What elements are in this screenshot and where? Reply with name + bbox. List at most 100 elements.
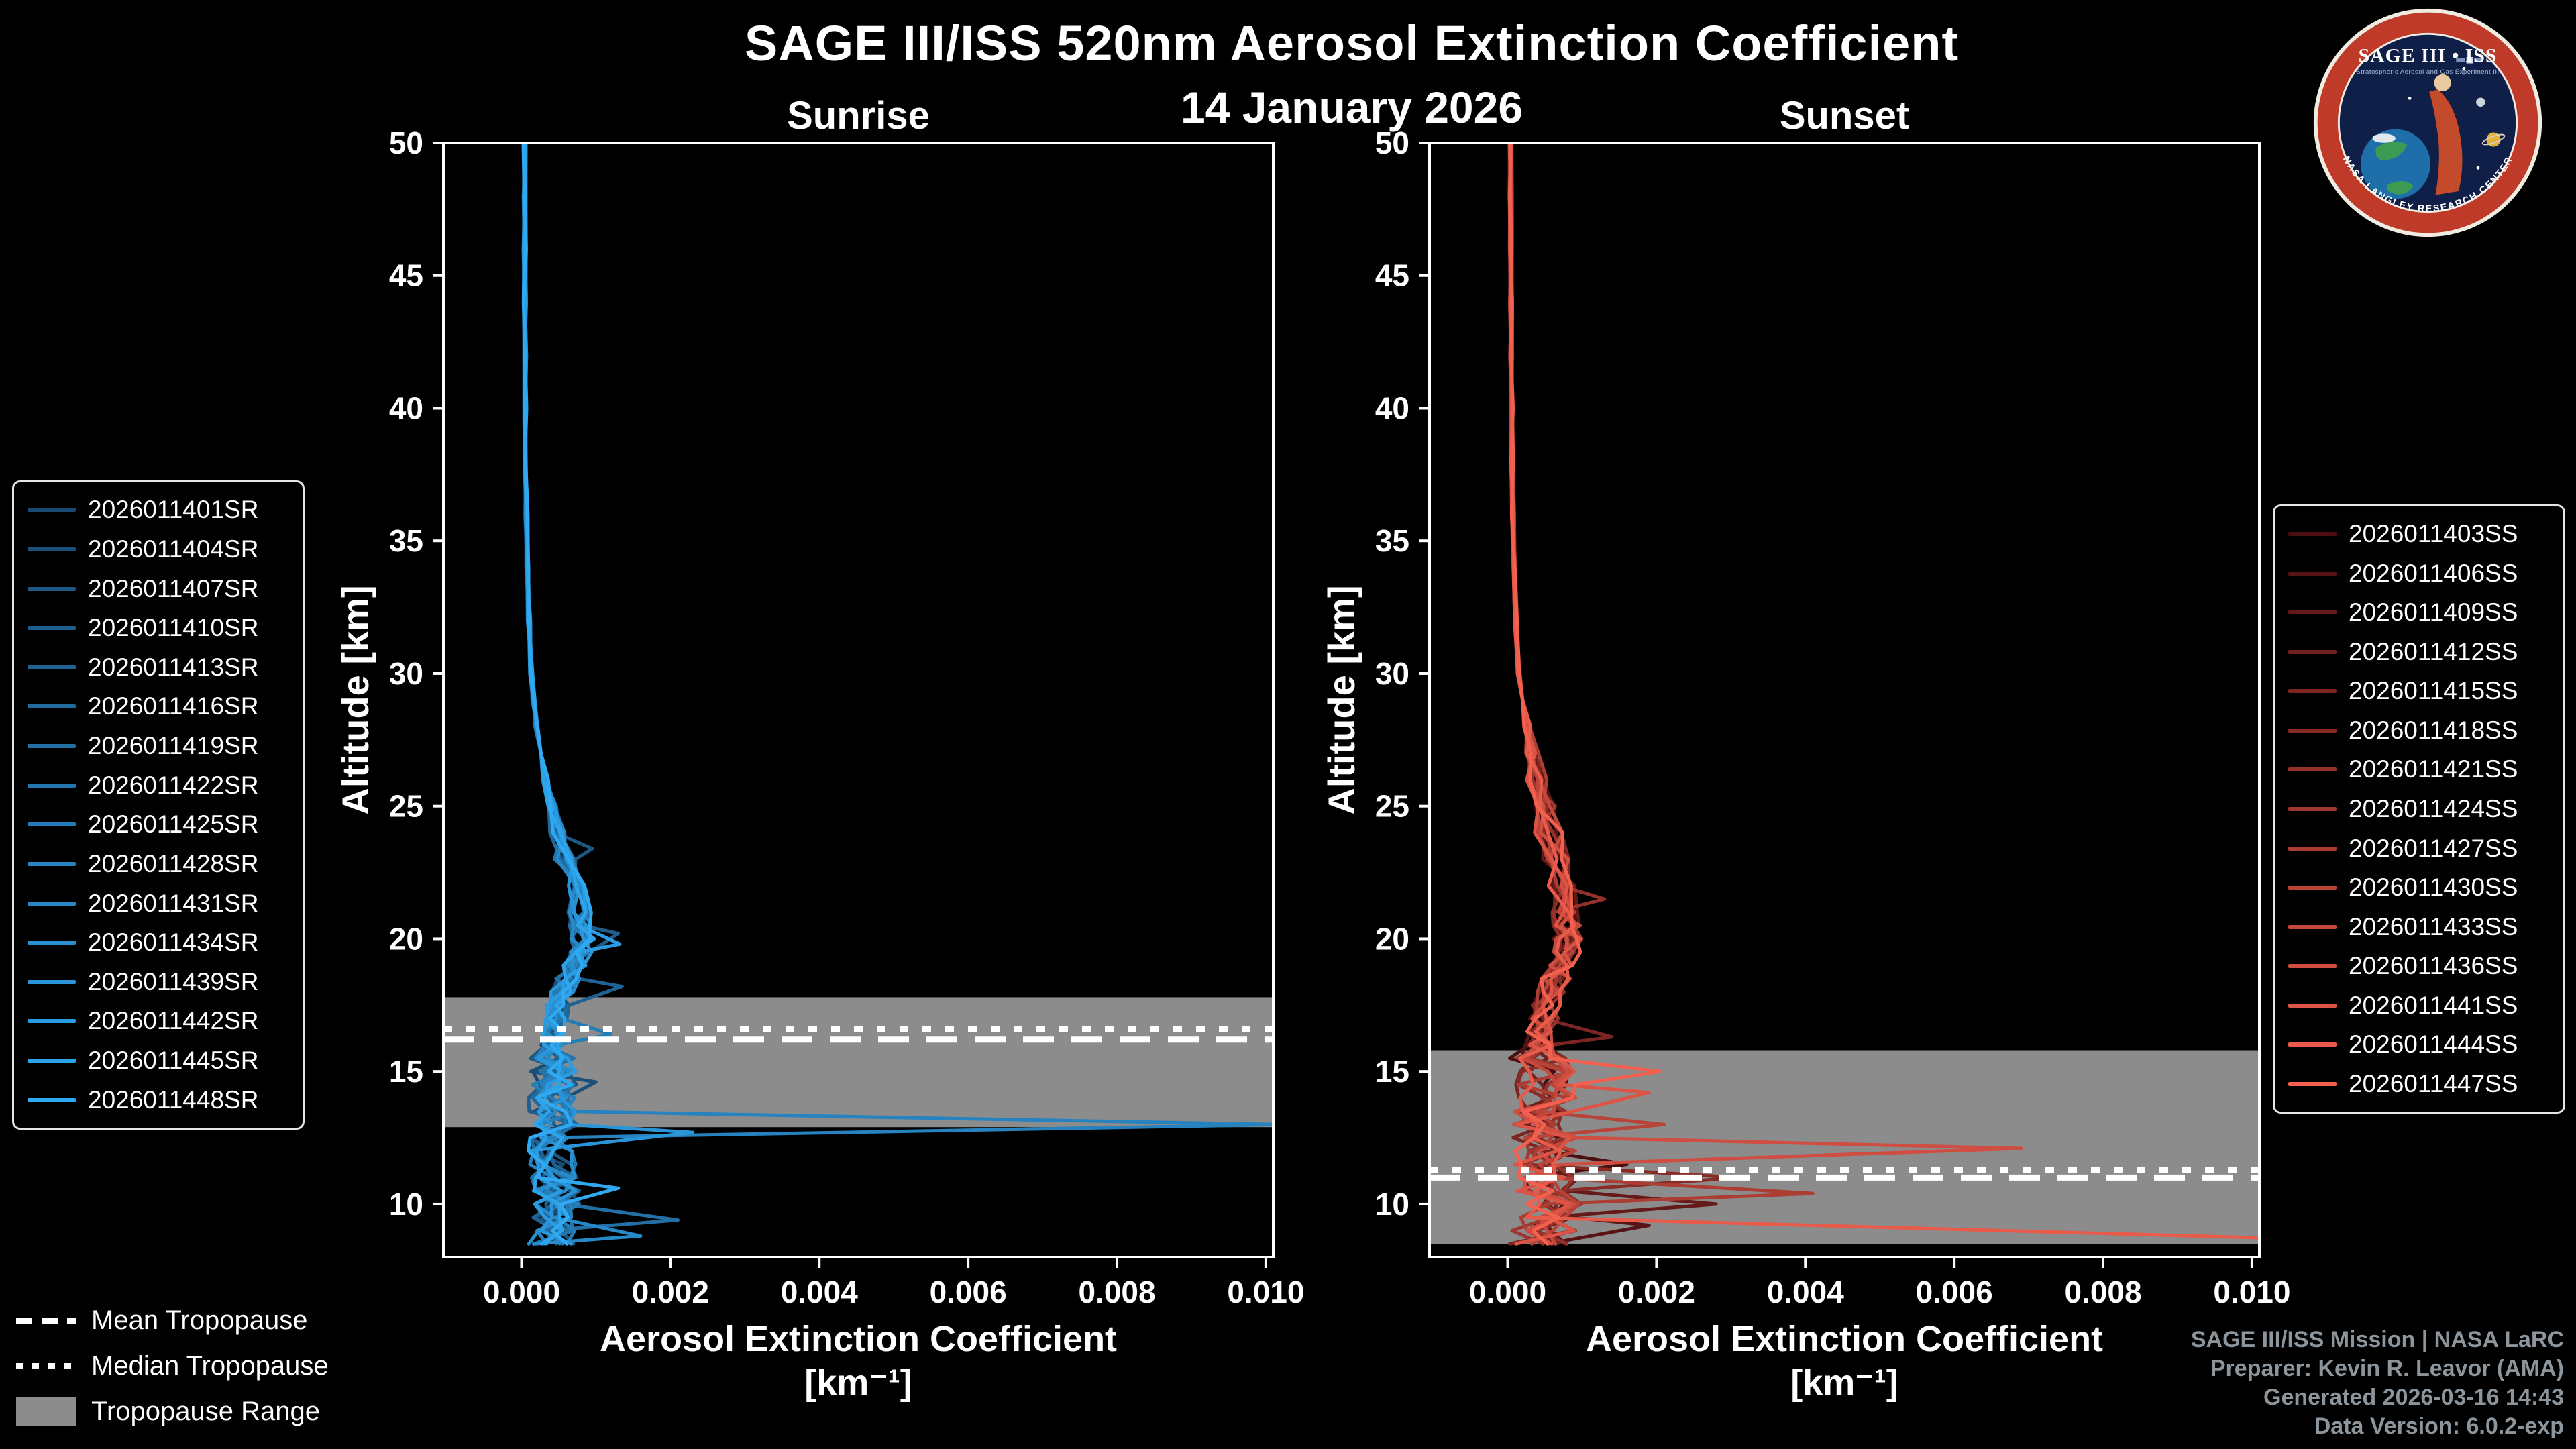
- legend-event-label: 2026011442SR: [88, 1007, 259, 1035]
- legend-line-swatch: [28, 783, 76, 788]
- sunrise-x-axis-units: [km⁻¹]: [804, 1362, 912, 1403]
- logo-tagline: Stratospheric Aerosol and Gas Experiment…: [2356, 68, 2499, 76]
- mean-tropopause-legend-item: Mean Tropopause: [16, 1304, 329, 1336]
- legend-line-swatch: [2288, 728, 2337, 733]
- legend-event-label: 2026011445SR: [88, 1046, 259, 1075]
- legend-item-2026011434SR: 2026011434SR: [28, 928, 289, 957]
- legend-item-2026011430SS: 2026011430SS: [2288, 873, 2550, 902]
- legend-line-swatch: [28, 1019, 76, 1024]
- legend-line-swatch: [2288, 649, 2337, 654]
- legend-item-2026011424SS: 2026011424SS: [2288, 795, 2550, 823]
- legend-item-2026011416SR: 2026011416SR: [28, 692, 289, 720]
- sunset-x-tick-label: 0.000: [1469, 1275, 1546, 1309]
- sunrise-y-tick-label: 40: [389, 390, 423, 425]
- legend-event-label: 2026011409SS: [2349, 598, 2518, 627]
- sunset-y-tick-label: 10: [1375, 1187, 1409, 1222]
- logo-moon-icon: [2476, 97, 2485, 107]
- legend-item-2026011406SS: 2026011406SS: [2288, 559, 2550, 588]
- legend-event-label: 2026011415SS: [2349, 677, 2518, 705]
- legend-event-label: 2026011404SR: [88, 535, 259, 563]
- legend-line-swatch: [2288, 767, 2337, 772]
- legend-line-swatch: [28, 1097, 76, 1102]
- legend-line-swatch: [2288, 532, 2337, 537]
- sunrise-x-tick-label: 0.008: [1078, 1275, 1155, 1309]
- sunset-y-tick-label: 30: [1375, 656, 1409, 691]
- legend-event-label: 2026011416SR: [88, 692, 259, 720]
- credit-line-version: Data Version: 6.0.2-exp: [2314, 1413, 2564, 1439]
- legend-line-swatch: [28, 665, 76, 669]
- sunset-x-tick-label: 0.008: [2064, 1275, 2141, 1309]
- legend-event-label: 2026011421SS: [2349, 755, 2518, 784]
- legend-item-2026011419SR: 2026011419SR: [28, 732, 289, 760]
- legend-line-swatch: [28, 547, 76, 551]
- tropopause-range-label: Tropopause Range: [91, 1396, 320, 1426]
- legend-event-label: 2026011407SR: [88, 574, 259, 602]
- legend-item-2026011448SR: 2026011448SR: [28, 1086, 289, 1114]
- credit-line-preparer: Preparer: Kevin R. Leavor (AMA): [2210, 1356, 2564, 1381]
- legend-line-swatch: [2288, 1081, 2337, 1086]
- legend-event-label: 2026011419SR: [88, 732, 259, 760]
- legend-event-label: 2026011406SS: [2349, 559, 2518, 587]
- legend-item-2026011433SS: 2026011433SS: [2288, 913, 2550, 941]
- credits-block: SAGE III/ISS Mission | NASA LaRC Prepare…: [2191, 1326, 2564, 1441]
- logo-satellite-panel: [2474, 58, 2483, 62]
- sunset-y-tick-label: 25: [1375, 789, 1409, 824]
- legend-event-label: 2026011413SR: [88, 653, 259, 681]
- sunrise-x-tick-label: 0.010: [1227, 1275, 1304, 1309]
- sunrise-plot-border: [442, 142, 1275, 1258]
- legend-event-label: 2026011433SS: [2349, 912, 2518, 941]
- legend-line-swatch: [2288, 806, 2337, 811]
- legend-item-2026011425SR: 2026011425SR: [28, 810, 289, 839]
- logo-star-icon: [2476, 166, 2480, 170]
- logo-star-icon: [2462, 66, 2466, 70]
- legend-item-2026011447SS: 2026011447SS: [2288, 1070, 2550, 1098]
- legend-line-swatch: [2288, 885, 2337, 890]
- sage-iii-iss-logo: SAGE III • ISS Stratospheric Aerosol and…: [2313, 8, 2542, 237]
- sunrise-panel-title: Sunrise: [787, 94, 930, 138]
- median-tropopause-label: Median Tropopause: [91, 1350, 329, 1381]
- legend-line-swatch: [2288, 1003, 2337, 1008]
- legend-item-2026011404SR: 2026011404SR: [28, 535, 289, 564]
- legend-item-2026011428SR: 2026011428SR: [28, 850, 289, 878]
- legend-event-label: 2026011425SR: [88, 810, 259, 839]
- legend-event-label: 2026011448SR: [88, 1085, 259, 1114]
- profile-line-2026011448SR: [521, 143, 621, 1246]
- legend-line-swatch: [28, 586, 76, 591]
- legend-event-label: 2026011427SS: [2349, 834, 2518, 862]
- sunrise-tropopause-range-band: [443, 997, 1273, 1128]
- sunset-event-legend: 2026011403SS 2026011406SS 2026011409SS 2026…: [2273, 504, 2565, 1114]
- legend-item-2026011441SS: 2026011441SS: [2288, 991, 2550, 1020]
- legend-event-label: 2026011403SS: [2349, 520, 2518, 548]
- legend-line-swatch: [28, 704, 76, 709]
- legend-item-2026011427SS: 2026011427SS: [2288, 835, 2550, 863]
- tropopause-range-swatch: [16, 1397, 76, 1426]
- logo-earth-cloud: [2372, 133, 2396, 143]
- legend-event-label: 2026011422SR: [88, 771, 259, 799]
- sunrise-y-tick-label: 50: [389, 125, 423, 160]
- logo-figure-icon: [2428, 89, 2463, 195]
- profile-line-2026011447SS: [1508, 143, 1662, 1246]
- legend-line-swatch: [28, 822, 76, 827]
- legend-event-label: 2026011439SR: [88, 967, 259, 996]
- legend-line-swatch: [2288, 964, 2337, 969]
- legend-line-swatch: [28, 1059, 76, 1063]
- sunset-x-tick-label: 0.006: [1916, 1275, 1993, 1309]
- credit-line-mission: SAGE III/ISS Mission | NASA LaRC: [2190, 1327, 2564, 1352]
- logo-star-icon: [2408, 97, 2412, 100]
- mean-tropopause-dashed-swatch: [16, 1317, 76, 1324]
- legend-event-label: 2026011447SS: [2349, 1069, 2518, 1097]
- tropopause-range-legend-item: Tropopause Range: [16, 1395, 329, 1428]
- sunset-x-axis-label: Aerosol Extinction Coefficient: [1586, 1319, 2103, 1359]
- legend-item-2026011418SS: 2026011418SS: [2288, 716, 2550, 745]
- sunrise-x-axis-label: Aerosol Extinction Coefficient: [600, 1319, 1117, 1359]
- legend-line-swatch: [2288, 846, 2337, 851]
- legend-item-2026011442SR: 2026011442SR: [28, 1007, 289, 1035]
- median-tropopause-legend-item: Median Tropopause: [16, 1350, 329, 1382]
- sunrise-x-tick-label: 0.002: [632, 1275, 709, 1309]
- legend-item-2026011415SS: 2026011415SS: [2288, 677, 2550, 705]
- logo-earth-land: [2375, 141, 2408, 160]
- legend-line-swatch: [28, 979, 76, 984]
- sunset-x-tick-label: 0.004: [1767, 1275, 1845, 1309]
- legend-line-swatch: [28, 861, 76, 866]
